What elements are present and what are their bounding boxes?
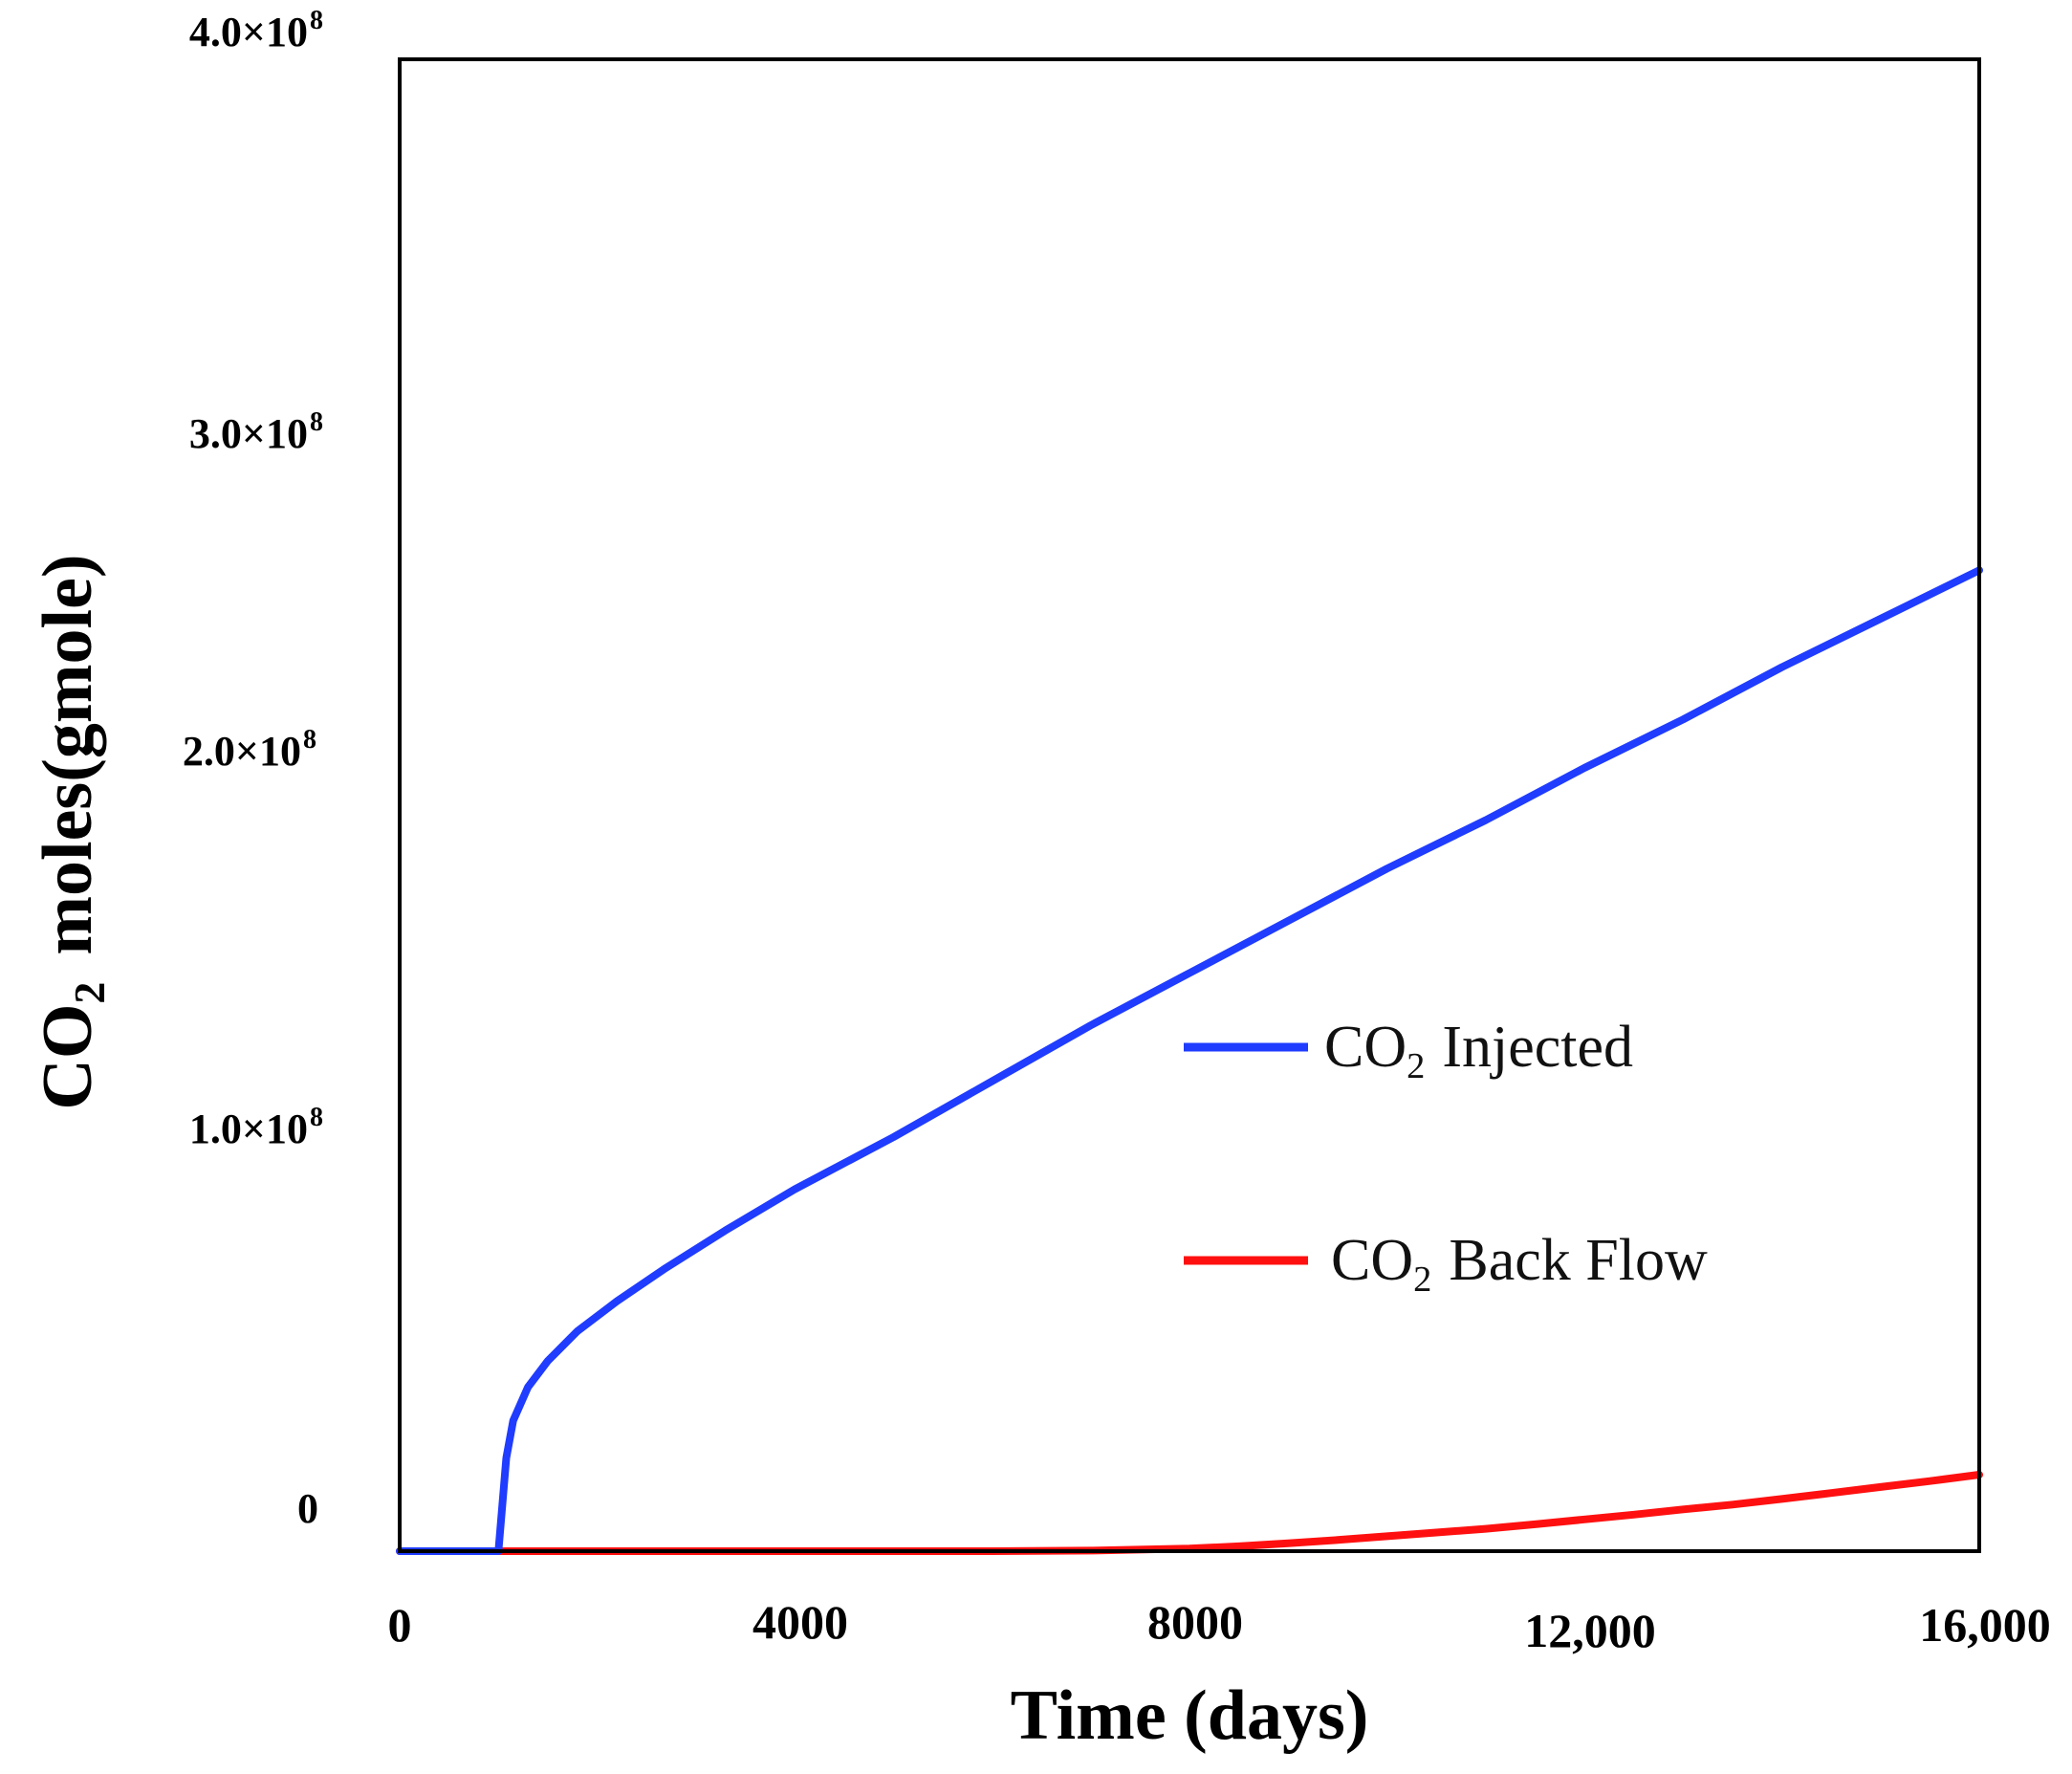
- y-axis-title-prefix: CO: [29, 1004, 107, 1110]
- y-axis-title-rest: moles(gmole): [29, 554, 107, 954]
- series-line-co2-back-flow: [396, 1471, 1983, 1555]
- y-axis-ticks: 01.0×10 82.0×10 83.0×10 84.0×10 8: [183, 6, 323, 1532]
- y-tick-exponent: 8: [310, 6, 323, 35]
- series-layer: [396, 566, 1983, 1555]
- x-tick-label: 4000: [752, 1595, 848, 1649]
- series-line-co2-injected: [396, 566, 1983, 1555]
- y-tick-label: 3.0×10: [189, 410, 308, 457]
- legend: CO2 Injected CO2 Back Flow: [1184, 1015, 1708, 1300]
- x-tick-label: 8000: [1147, 1595, 1243, 1649]
- y-tick-label: 2.0×10: [183, 728, 301, 775]
- legend-label-co2-injected: CO2 Injected: [1324, 1015, 1633, 1086]
- x-axis-ticks: 0 4000 8000 12,000 16,000: [388, 1595, 2051, 1657]
- y-tick-label: 0: [297, 1485, 318, 1532]
- x-axis-title: Time (days): [1011, 1676, 1369, 1755]
- y-tick-exponent: 8: [310, 1103, 323, 1132]
- y-axis-title-subscript: 2: [65, 982, 114, 1004]
- y-tick-exponent: 8: [310, 407, 323, 437]
- y-axis-title: CO2 moles(gmole): [29, 554, 114, 1109]
- legend-label-co2-back-flow: CO2 Back Flow: [1331, 1228, 1708, 1300]
- x-tick-label: 12,000: [1524, 1604, 1656, 1657]
- plot-area-frame: [398, 57, 1981, 1553]
- x-tick-label: 0: [388, 1598, 412, 1652]
- y-tick-label: 4.0×10: [189, 9, 308, 55]
- x-tick-label: 16,000: [1919, 1598, 2051, 1652]
- y-tick-label: 1.0×10: [189, 1106, 308, 1152]
- y-tick-exponent: 8: [303, 725, 316, 755]
